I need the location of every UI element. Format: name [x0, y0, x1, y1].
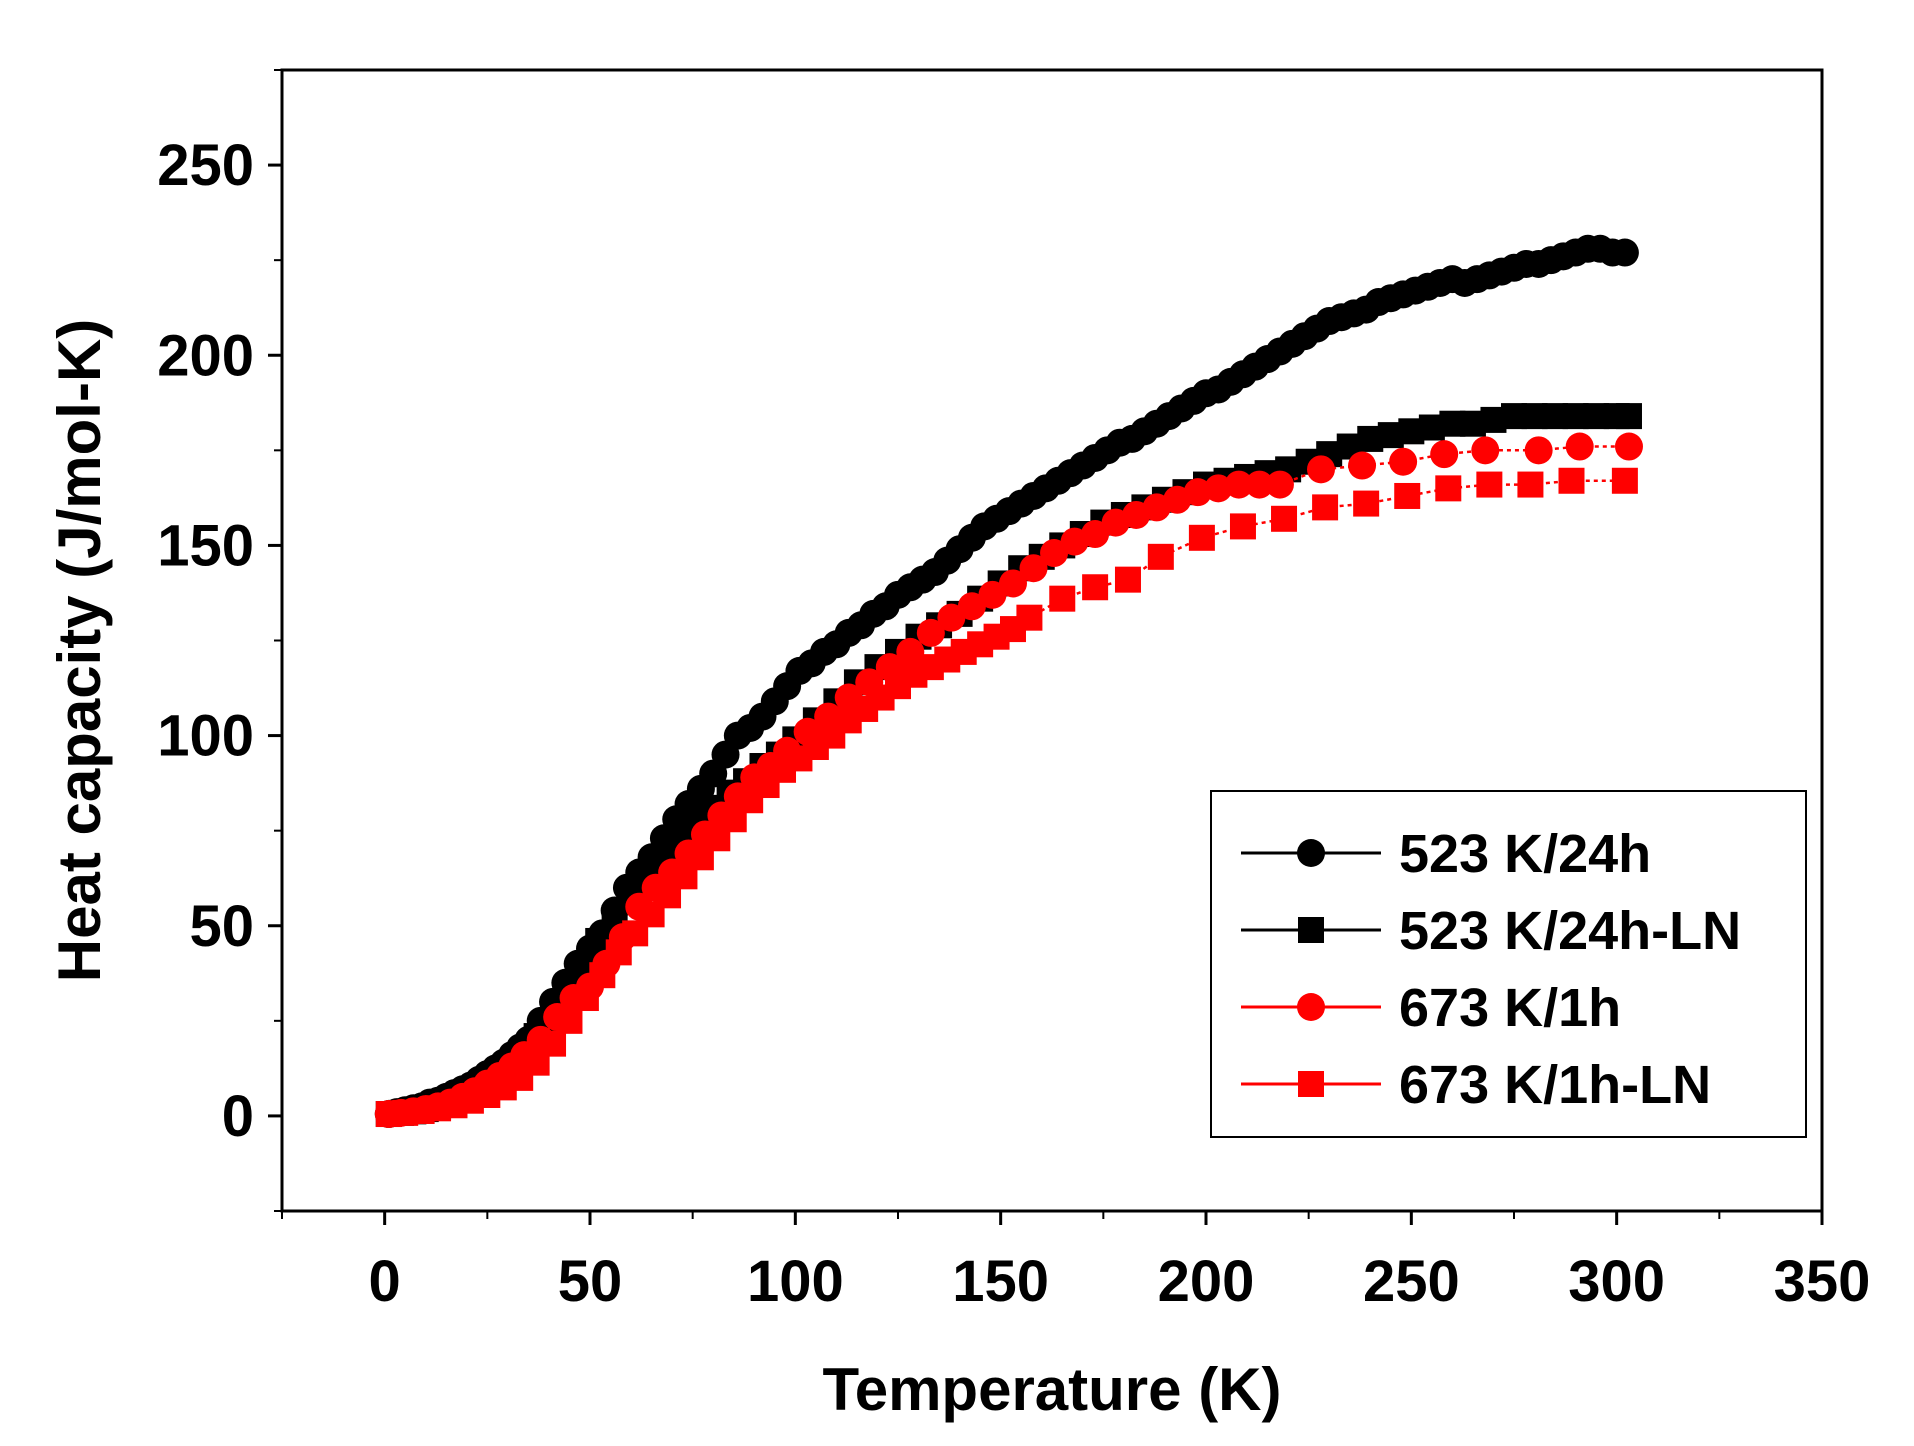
data-point	[1610, 238, 1639, 267]
data-point	[1476, 471, 1503, 498]
y-tick-label-100: 100	[157, 704, 254, 769]
x-tick-label-350: 350	[1774, 1249, 1871, 1314]
data-point	[1471, 436, 1500, 465]
legend-label-3: 673 K/1h-LN	[1399, 1055, 1711, 1115]
legend-label-1: 523 K/24h-LN	[1399, 901, 1741, 961]
y-tick-label-0: 0	[222, 1084, 254, 1149]
data-point	[1614, 432, 1643, 461]
data-point	[1265, 470, 1294, 499]
x-tick-label-300: 300	[1568, 1249, 1665, 1314]
data-point	[957, 592, 986, 621]
legend-marker-2	[1297, 993, 1325, 1021]
series-3	[375, 467, 1638, 1128]
y-tick-label-250: 250	[157, 133, 254, 198]
legend-label-0: 523 K/24h	[1399, 824, 1651, 884]
x-tick-label-150: 150	[952, 1249, 1049, 1314]
data-point	[1435, 475, 1462, 502]
data-point	[1245, 470, 1274, 499]
legend: 523 K/24h 523 K/24h-LN 673 K/1h 673 K/1h-LN	[1210, 790, 1807, 1138]
legend-marker-3	[1298, 1071, 1324, 1097]
data-point	[1558, 467, 1585, 494]
legend-marker-0	[1297, 839, 1325, 867]
legend-label-2: 673 K/1h	[1399, 978, 1621, 1038]
data-point	[937, 603, 966, 632]
data-point	[1524, 436, 1553, 465]
data-point	[1019, 554, 1048, 583]
data-point	[1312, 494, 1339, 521]
data-point	[1147, 543, 1174, 570]
data-point	[998, 569, 1027, 598]
x-tick-label-0: 0	[369, 1249, 401, 1314]
data-point	[1229, 513, 1256, 540]
data-point	[589, 962, 616, 989]
axes: 0 50 100 150 200 250 300 350 0 50 100 150 200 250	[157, 68, 1871, 1314]
data-point	[1224, 470, 1253, 499]
data-point	[572, 985, 599, 1012]
data-point	[1389, 447, 1418, 476]
data-point	[1114, 566, 1141, 593]
data-point	[1049, 585, 1076, 612]
data-point	[1271, 505, 1298, 532]
data-point	[1081, 520, 1110, 549]
data-point	[978, 580, 1007, 609]
data-point	[1565, 432, 1594, 461]
data-point	[1082, 574, 1109, 601]
data-point	[1430, 440, 1459, 469]
x-tick-label-50: 50	[558, 1249, 623, 1314]
data-point	[556, 1007, 583, 1034]
data-point	[916, 618, 945, 647]
x-tick-label-100: 100	[747, 1249, 844, 1314]
data-point	[1611, 467, 1638, 494]
legend-marker-1	[1298, 917, 1324, 943]
data-point	[1517, 471, 1544, 498]
y-axis-title: Heat capacity (J/mol-K)	[46, 319, 113, 983]
data-point	[1188, 524, 1215, 551]
data-point	[1353, 490, 1380, 517]
y-tick-label-200: 200	[157, 323, 254, 388]
x-tick-label-200: 200	[1158, 1249, 1255, 1314]
data-series	[374, 234, 1643, 1129]
y-tick-label-50: 50	[189, 894, 254, 959]
y-tick-label-150: 150	[157, 513, 254, 578]
data-point	[1306, 455, 1335, 484]
x-tick-label-250: 250	[1363, 1249, 1460, 1314]
data-point	[1016, 604, 1043, 631]
data-point	[1348, 451, 1377, 480]
data-point	[540, 1030, 567, 1057]
data-point	[1394, 482, 1421, 509]
data-point	[896, 637, 925, 666]
x-axis-title: Temperature (K)	[823, 1356, 1282, 1423]
data-point	[1040, 539, 1069, 568]
data-point	[1615, 403, 1642, 430]
